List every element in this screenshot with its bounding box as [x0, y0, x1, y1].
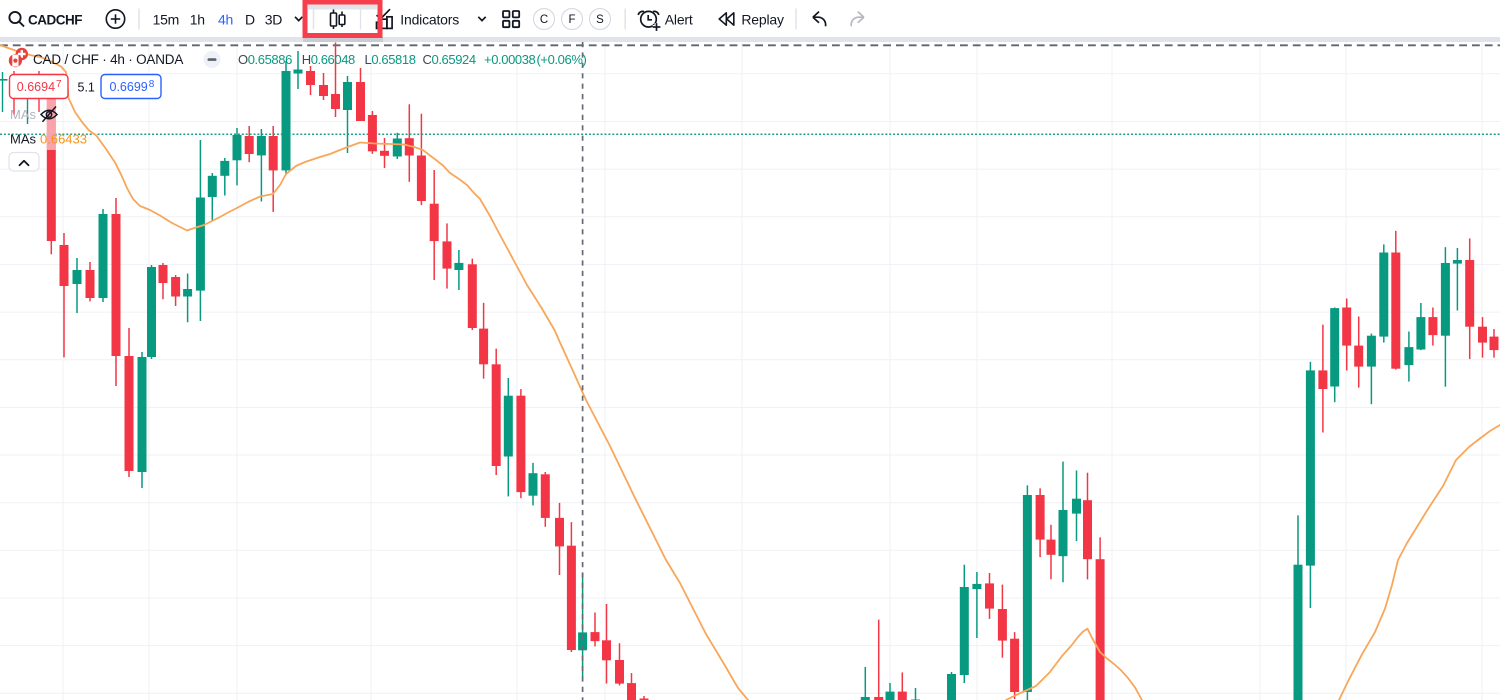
svg-text:Alert: Alert	[665, 12, 693, 28]
svg-text:0.66433: 0.66433	[40, 132, 87, 147]
svg-text:Replay: Replay	[741, 12, 784, 28]
svg-text:+0.00038: +0.00038	[484, 52, 536, 67]
svg-text:F: F	[568, 14, 575, 26]
svg-text:S: S	[596, 14, 604, 26]
svg-text:7: 7	[56, 79, 62, 90]
svg-text:C0.65924: C0.65924	[423, 52, 476, 67]
svg-text:Indicators: Indicators	[400, 12, 459, 28]
svg-text:H0.66048: H0.66048	[302, 52, 355, 67]
svg-text:0.6694: 0.6694	[17, 80, 55, 94]
svg-text:C: C	[540, 14, 548, 26]
svg-text:0.6699: 0.6699	[110, 80, 148, 94]
svg-text:MAs: MAs	[10, 132, 37, 147]
svg-text:1h: 1h	[190, 12, 205, 28]
svg-text:15m: 15m	[153, 12, 179, 28]
svg-text:(+0.06%): (+0.06%)	[537, 52, 587, 67]
svg-text:MAs: MAs	[10, 107, 37, 122]
svg-text:4h: 4h	[218, 12, 233, 28]
svg-text:5.1: 5.1	[78, 81, 95, 95]
svg-text:3D: 3D	[265, 12, 282, 28]
svg-text:CAD / CHF · 4h · OANDA: CAD / CHF · 4h · OANDA	[33, 52, 183, 67]
svg-text:O0.65886: O0.65886	[238, 52, 292, 67]
svg-text:L0.65818: L0.65818	[365, 52, 416, 67]
svg-text:8: 8	[149, 79, 155, 90]
svg-text:D: D	[245, 12, 255, 28]
svg-text:CADCHF: CADCHF	[28, 13, 82, 28]
